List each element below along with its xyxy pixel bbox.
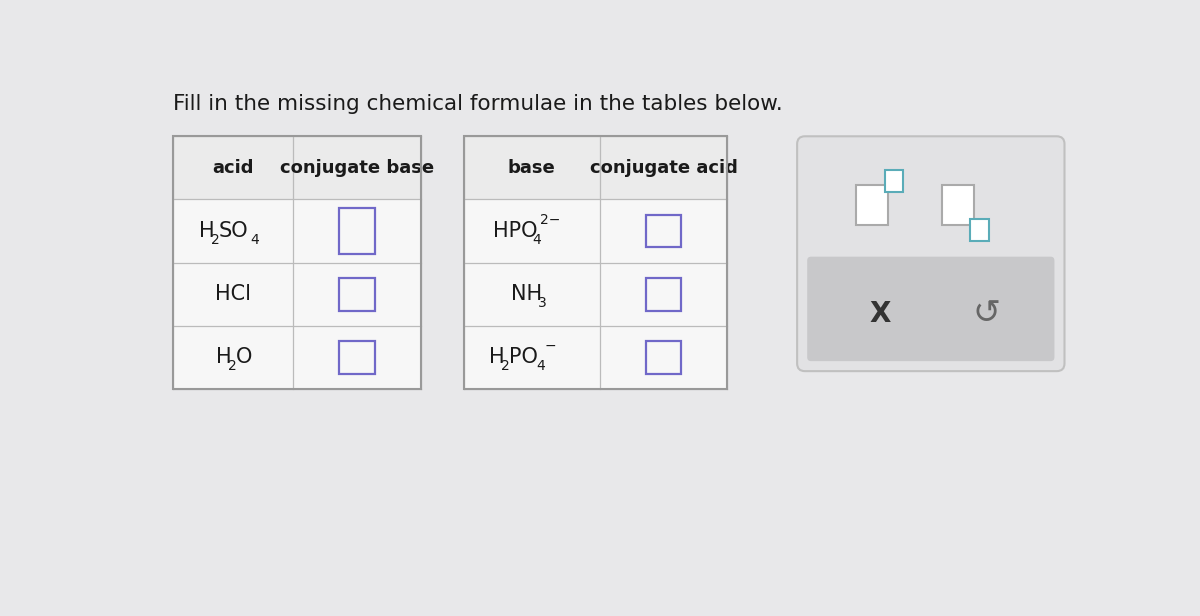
Bar — [646, 278, 682, 310]
Text: 4: 4 — [533, 233, 541, 247]
Text: H: H — [490, 347, 505, 367]
FancyBboxPatch shape — [808, 257, 1055, 361]
Bar — [646, 341, 682, 374]
Bar — [971, 219, 989, 240]
Text: 4: 4 — [251, 233, 259, 247]
Text: HCl: HCl — [215, 284, 251, 304]
Bar — [340, 341, 376, 374]
Text: 4: 4 — [536, 359, 546, 373]
Bar — [464, 262, 600, 326]
Bar — [464, 136, 600, 200]
Text: 2−: 2− — [540, 213, 560, 227]
Bar — [600, 136, 727, 200]
Bar — [293, 326, 421, 389]
Text: SO: SO — [218, 221, 248, 241]
Text: O: O — [236, 347, 252, 367]
Text: acid: acid — [212, 159, 254, 177]
Bar — [340, 208, 376, 254]
Bar — [293, 262, 421, 326]
Bar — [600, 326, 727, 389]
Bar — [173, 326, 293, 389]
FancyBboxPatch shape — [797, 136, 1064, 371]
Text: 3: 3 — [539, 296, 547, 310]
Text: conjugate acid: conjugate acid — [589, 159, 737, 177]
Bar — [464, 136, 727, 389]
Text: Fill in the missing chemical formulae in the tables below.: Fill in the missing chemical formulae in… — [173, 94, 784, 114]
Text: H: H — [199, 221, 215, 241]
Text: ↺: ↺ — [972, 297, 1001, 330]
Text: conjugate base: conjugate base — [281, 159, 434, 177]
Text: −: − — [545, 339, 556, 353]
Text: 2: 2 — [502, 359, 510, 373]
Bar — [173, 136, 293, 200]
Bar — [884, 170, 904, 192]
Bar — [646, 214, 682, 248]
Bar — [856, 185, 888, 225]
Bar — [293, 200, 421, 262]
Text: HPO: HPO — [493, 221, 538, 241]
Text: NH: NH — [511, 284, 542, 304]
Bar — [464, 200, 600, 262]
Text: X: X — [870, 299, 892, 328]
Bar — [173, 200, 293, 262]
Bar — [942, 185, 974, 225]
Bar — [340, 278, 376, 310]
Text: H: H — [216, 347, 232, 367]
Bar — [600, 262, 727, 326]
Bar — [600, 200, 727, 262]
Text: PO: PO — [509, 347, 538, 367]
Bar — [293, 136, 421, 200]
Text: base: base — [508, 159, 556, 177]
Bar — [173, 262, 293, 326]
Text: 2: 2 — [228, 359, 238, 373]
Bar — [173, 136, 421, 389]
Bar — [464, 326, 600, 389]
Text: 2: 2 — [211, 233, 220, 247]
